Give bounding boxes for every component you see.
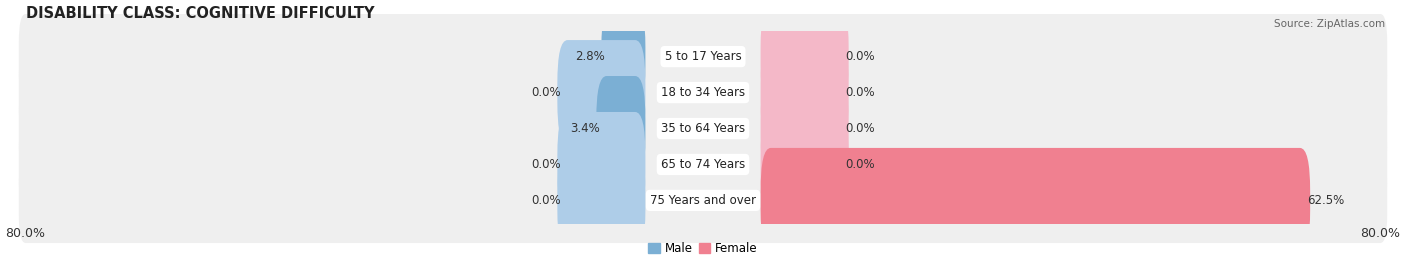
Text: 0.0%: 0.0% [845,122,875,135]
Text: 0.0%: 0.0% [531,86,561,99]
FancyBboxPatch shape [18,86,1388,171]
FancyBboxPatch shape [602,4,645,109]
Text: 0.0%: 0.0% [531,158,561,171]
Text: 65 to 74 Years: 65 to 74 Years [661,158,745,171]
Text: DISABILITY CLASS: COGNITIVE DIFFICULTY: DISABILITY CLASS: COGNITIVE DIFFICULTY [25,6,374,20]
FancyBboxPatch shape [761,112,849,217]
FancyBboxPatch shape [761,40,849,145]
FancyBboxPatch shape [596,76,645,181]
FancyBboxPatch shape [557,112,645,217]
Text: 5 to 17 Years: 5 to 17 Years [665,50,741,63]
Text: 2.8%: 2.8% [575,50,605,63]
FancyBboxPatch shape [18,122,1388,207]
Text: 75 Years and over: 75 Years and over [650,194,756,207]
Legend: Male, Female: Male, Female [644,238,762,260]
Text: 35 to 64 Years: 35 to 64 Years [661,122,745,135]
FancyBboxPatch shape [557,40,645,145]
FancyBboxPatch shape [761,4,849,109]
FancyBboxPatch shape [761,76,849,181]
Text: 0.0%: 0.0% [531,194,561,207]
Text: 18 to 34 Years: 18 to 34 Years [661,86,745,99]
Text: 3.4%: 3.4% [569,122,600,135]
Text: 0.0%: 0.0% [845,50,875,63]
FancyBboxPatch shape [18,14,1388,99]
Text: 0.0%: 0.0% [845,158,875,171]
Text: 62.5%: 62.5% [1306,194,1344,207]
FancyBboxPatch shape [557,148,645,253]
Text: Source: ZipAtlas.com: Source: ZipAtlas.com [1274,19,1385,29]
FancyBboxPatch shape [18,158,1388,243]
FancyBboxPatch shape [18,50,1388,135]
FancyBboxPatch shape [761,148,1310,253]
Text: 0.0%: 0.0% [845,86,875,99]
